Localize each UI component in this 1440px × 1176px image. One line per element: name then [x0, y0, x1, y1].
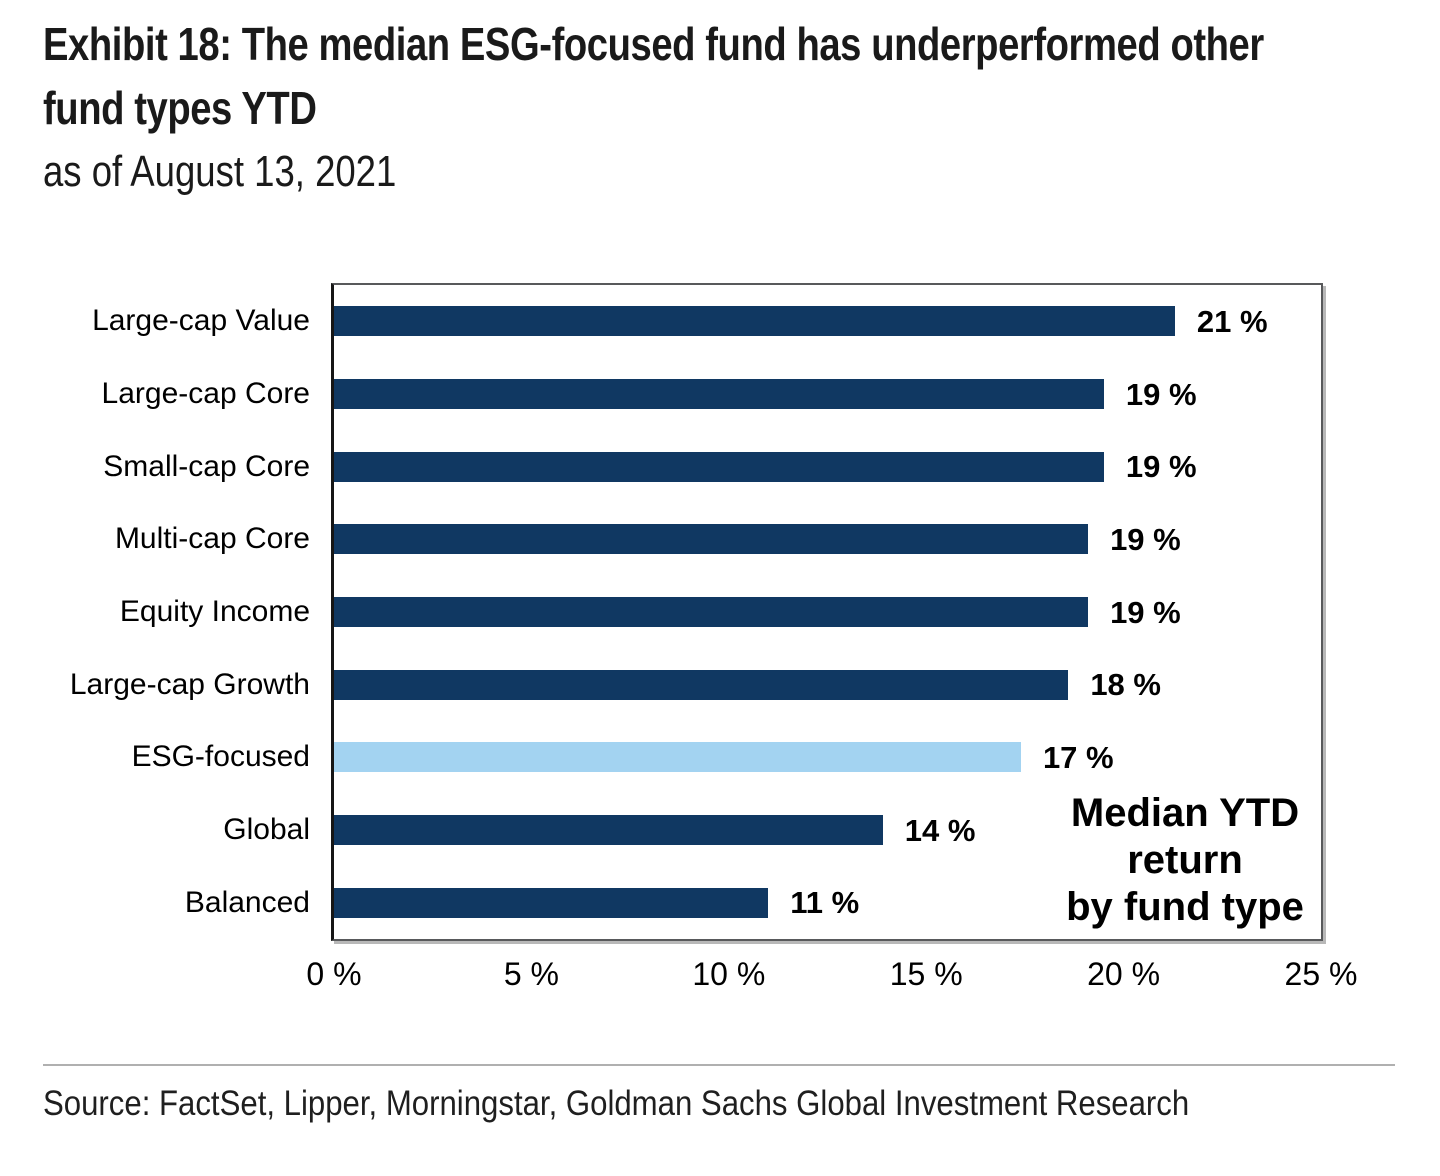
x-axis-tick-label-10: 10 % — [692, 956, 766, 992]
value-label-large-cap-value: 21 % — [1196, 303, 1268, 339]
category-label-large-cap-growth: Large-cap Growth — [69, 667, 310, 701]
x-axis-tick-label-25: 25 % — [1284, 956, 1358, 992]
value-label-global: 14 % — [904, 812, 976, 848]
bar-small-cap-core — [334, 451, 1104, 482]
annotation-line-1: Median YTD — [1070, 791, 1300, 835]
exhibit-title-line-2: fund types YTD — [43, 82, 317, 134]
category-axis: Large-cap Value Large-cap Core Small-cap C… — [0, 0, 310, 1176]
bar-large-cap-core — [334, 379, 1104, 409]
category-label-esg-focused: ESG-focused — [131, 740, 310, 774]
footer-divider — [43, 1064, 1395, 1066]
chart-annotation: Median YTD return by fund type — [1066, 790, 1304, 931]
x-axis: 0 % 5 % 10 % 15 % 20 % 25 % — [0, 952, 1440, 996]
bar-multi-cap-core — [334, 524, 1089, 555]
x-axis-tick-label-0: 0 % — [306, 956, 362, 992]
x-axis-tick-label-20: 20 % — [1087, 956, 1161, 992]
category-label-large-cap-value: Large-cap Value — [92, 304, 310, 338]
category-label-large-cap-core: Large-cap Core — [101, 377, 310, 410]
chart-subtitle: as of August 13, 2021 — [43, 147, 397, 196]
category-label-global: Global — [223, 813, 310, 846]
bar-large-cap-value — [334, 306, 1175, 337]
bar-large-cap-growth — [334, 669, 1069, 700]
bar-equity-income — [334, 597, 1089, 627]
chart-header: Exhibit 18: The median ESG-focused fund … — [43, 12, 1421, 200]
value-label-small-cap-core: 19 % — [1125, 449, 1197, 485]
x-axis-tick-label-15: 15 % — [889, 956, 963, 992]
bar-esg-focused — [334, 742, 1021, 773]
bar-global — [334, 815, 883, 845]
exhibit-title-line-1: Exhibit 18: The median ESG-focused fund … — [43, 18, 1264, 70]
value-label-esg-focused: 17 % — [1042, 739, 1114, 775]
value-label-large-cap-growth: 18 % — [1090, 667, 1161, 703]
source-text: Source: FactSet, Lipper, Morningstar, Go… — [43, 1084, 1190, 1123]
value-label-multi-cap-core: 19 % — [1110, 521, 1181, 557]
plot-area: Median YTD return by fund type 21 % 19 % 1… — [331, 283, 1323, 941]
annotation-line-2: return — [1127, 838, 1243, 882]
category-label-multi-cap-core: Multi-cap Core — [114, 522, 310, 556]
category-label-balanced: Balanced — [184, 885, 310, 919]
value-label-large-cap-core: 19 % — [1125, 376, 1197, 412]
x-axis-tick-label-5: 5 % — [503, 956, 559, 992]
bar-balanced — [334, 887, 769, 918]
category-label-small-cap-core: Small-cap Core — [103, 449, 310, 483]
value-label-equity-income: 19 % — [1110, 594, 1181, 630]
annotation-line-3: by fund type — [1066, 885, 1304, 929]
category-label-equity-income: Equity Income — [119, 595, 310, 628]
value-label-balanced: 11 % — [790, 885, 860, 921]
